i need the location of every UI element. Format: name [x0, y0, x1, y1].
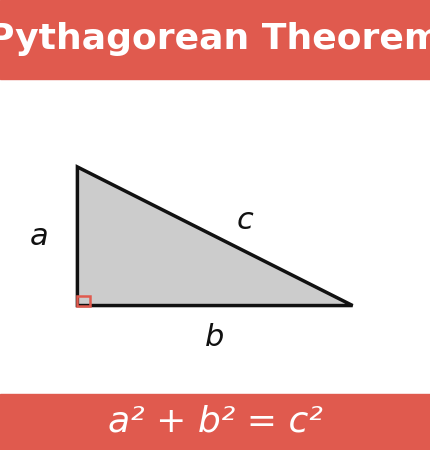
- Text: a: a: [29, 222, 48, 251]
- Text: c: c: [237, 206, 253, 235]
- Text: a² + b² = c²: a² + b² = c²: [108, 405, 322, 439]
- Polygon shape: [77, 167, 353, 306]
- Text: b: b: [205, 323, 225, 351]
- Text: Pythagorean Theorem: Pythagorean Theorem: [0, 22, 430, 56]
